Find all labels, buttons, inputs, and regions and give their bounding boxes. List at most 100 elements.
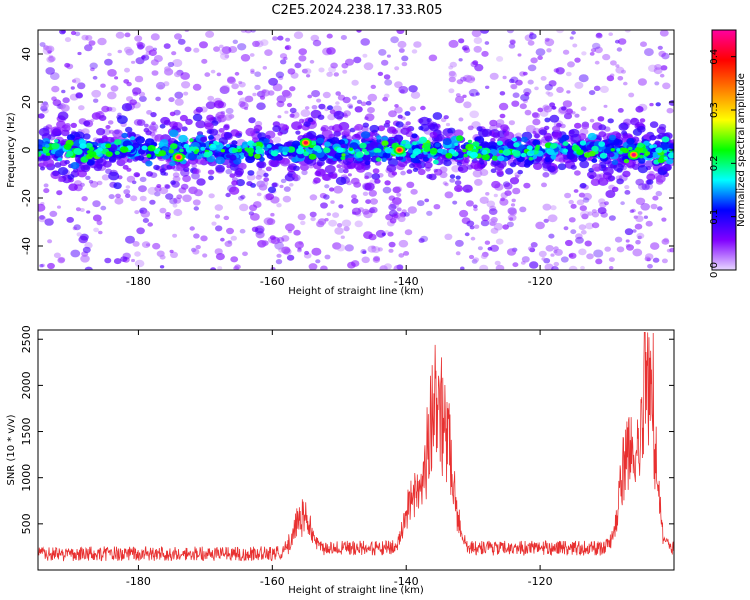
spectrogram-cell [463,153,469,158]
spectrogram-cell [312,39,322,47]
spectrogram-cell [374,178,381,184]
spectrogram-cell [89,62,98,70]
spectrogram-cell [519,206,527,213]
spectrogram-cell [255,145,261,151]
spectrogram-cell [604,246,611,252]
spectrogram-cell [396,192,402,197]
spectrogram-cell [114,197,124,205]
spectrogram-cell [139,209,144,213]
spectrogram-cell [316,220,325,228]
spectrogram-cell [236,179,245,187]
spectrogram-cell [517,53,522,57]
spectrogram-cell [332,124,343,133]
spectrogram-cell [552,125,561,133]
spectrogram-cell [73,77,81,84]
spectrogram-cell [594,60,600,65]
spectrogram-cell [544,117,551,123]
spectrogram-cell [511,137,517,142]
spectrogram-cell [456,79,464,85]
spectrogram-cell [549,114,560,123]
spectrogram-x-tick-label: -140 [394,275,419,288]
spectrogram-cell [359,142,367,149]
spectrogram-cell [492,132,501,139]
spectrogram-cell [67,174,75,180]
spectrogram-cell [531,112,539,118]
spectrogram-cell [92,200,101,208]
spectrogram-cell [636,232,645,239]
spectrogram-cell [497,155,505,162]
spectrogram-cell [159,187,169,195]
spectrogram-cell [220,52,230,60]
spectrogram-cell [133,119,143,126]
spectrogram-cell [549,102,556,108]
spectrogram-cell [250,213,260,221]
spectrogram-cell [114,76,119,80]
spectrogram-cell [578,133,587,140]
spectrogram-cell [547,149,555,156]
spectrogram-cell [151,121,156,126]
spectrogram-cell [123,189,131,195]
spectrogram-cell [351,194,357,199]
spectrogram-cell [320,202,328,209]
spectrogram-cell [279,53,288,59]
spectrogram-cell [565,109,573,115]
spectrogram-cell [663,156,668,161]
spectrogram-cell [54,150,64,157]
spectrogram-cell [139,195,147,202]
spectrogram-cell [381,232,386,236]
spectrogram-cell [479,196,489,204]
spectrogram-cell [391,171,398,176]
spectrogram-cell [362,250,367,254]
spectrogram-cell [130,136,136,141]
spectrogram-cell [88,179,94,184]
spectrogram-cell [105,151,113,158]
spectrogram-cell [384,79,393,86]
spectrogram-cell [586,253,594,260]
spectrogram-cell [152,242,161,250]
spectrogram-cell [364,151,370,156]
spectrogram-cell [335,91,342,96]
spectrogram-cell [192,248,200,255]
spectrogram-cell [57,157,63,162]
spectrogram-cell [544,38,555,47]
spectrogram-cell [226,227,234,235]
spectrogram-cell [607,118,614,124]
spectrogram-cell [454,180,462,186]
spectrogram-cell [313,145,321,152]
spectrogram-cell [298,55,307,62]
spectrogram-cell [45,46,53,52]
spectrogram-cell [143,127,150,133]
spectrogram-cell [637,211,643,215]
spectrogram-cell [639,154,644,159]
spectrogram-cell [310,140,317,146]
spectrogram-cell [367,93,378,102]
spectrogram-cell [303,121,311,127]
spectrogram-cell [473,207,478,212]
snr-y-tick-label: 1500 [20,418,33,446]
spectrogram-cell [542,203,552,211]
spectrogram-cell [237,43,247,51]
spectrogram-cell [616,246,625,253]
spectrogram-cell [398,253,405,258]
spectrogram-cell [455,251,461,256]
spectrogram-cell [455,95,465,104]
spectrogram-cell [509,40,516,45]
spectrogram-cell [47,262,55,270]
spectrogram-cell [196,178,206,186]
spectrogram-cell [240,54,251,62]
spectrogram-cell [158,150,166,157]
spectrogram-cell [340,35,347,40]
spectrogram-y-ticks: -40 -20 0 20 40 [20,47,674,255]
spectrogram-cell [336,147,344,154]
spectrogram-cell [647,264,653,269]
spectrogram-cell [134,35,143,42]
spectrogram-cell [401,55,409,62]
spectrogram-cell [146,153,152,158]
spectrogram-cell [365,143,375,151]
spectrogram-cell [660,65,668,71]
spectrogram-cell [75,207,81,212]
spectrogram-cell [574,81,584,89]
spectrogram-cell [66,216,74,223]
spectrogram-cell [164,184,171,189]
spectrogram-cell [511,198,516,203]
